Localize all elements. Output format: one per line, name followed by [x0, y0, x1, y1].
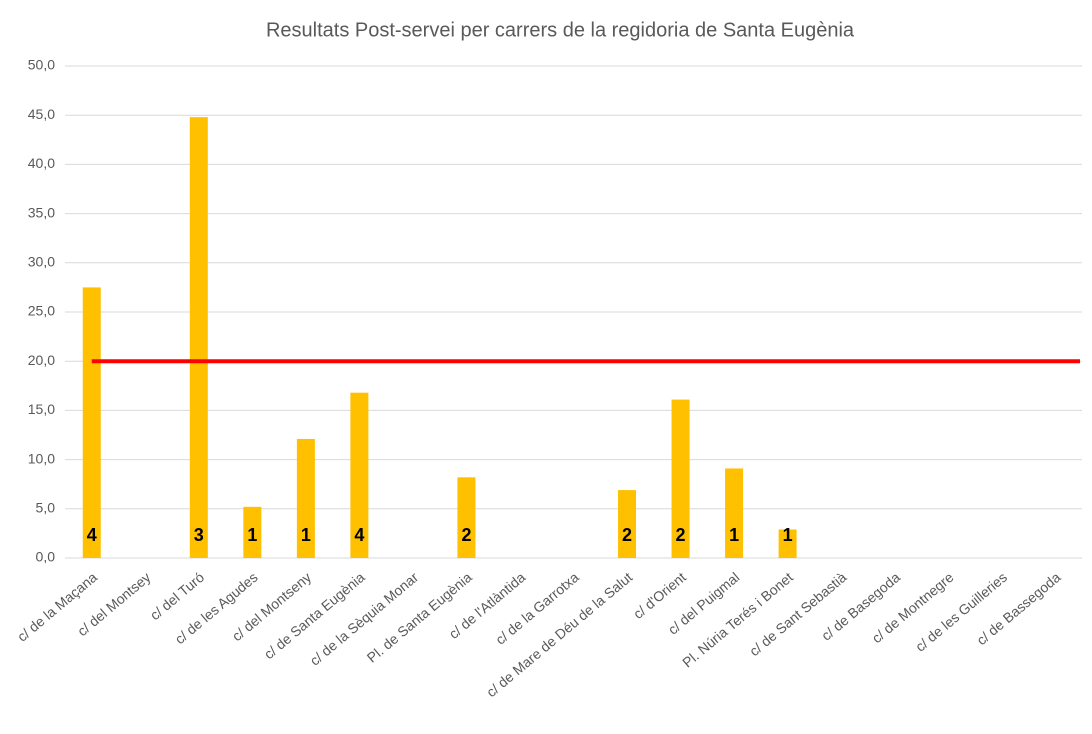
y-tick-label: 30,0: [28, 254, 55, 270]
chart-title: Resultats Post-servei per carrers de la …: [266, 19, 855, 41]
y-tick-label: 40,0: [28, 155, 55, 171]
x-tick-label: Pl. de Santa Eugènia: [364, 569, 475, 666]
bar: [243, 506, 262, 558]
x-tick-label: c/ de Santa Eugènia: [261, 569, 368, 662]
bar-label: 1: [301, 525, 311, 545]
bar-label: 2: [461, 525, 471, 545]
bar: [457, 477, 476, 558]
bar-label: 1: [729, 525, 739, 545]
y-tick-label: 25,0: [28, 303, 55, 319]
bar: [671, 399, 690, 558]
y-tick-label: 45,0: [28, 106, 55, 122]
y-tick-label: 35,0: [28, 204, 55, 220]
bar-label: 1: [783, 525, 793, 545]
y-tick-label: 50,0: [28, 57, 55, 73]
y-tick-label: 10,0: [28, 450, 55, 466]
y-tick-label: 20,0: [28, 352, 55, 368]
bar: [618, 490, 637, 558]
x-tick-label: c/ de les Guilleries: [912, 569, 1010, 655]
bar: [189, 117, 208, 558]
bar-label: 2: [622, 525, 632, 545]
bar-label: 1: [247, 525, 257, 545]
bar-label: 4: [87, 525, 97, 545]
bar-label: 2: [676, 525, 686, 545]
bar-label: 4: [354, 525, 364, 545]
bar: [350, 392, 369, 558]
y-tick-label: 5,0: [36, 500, 56, 516]
bar: [296, 438, 315, 558]
bar: [778, 529, 797, 558]
x-tick-label: c/ de Sant Sebastià: [746, 569, 849, 659]
y-tick-label: 15,0: [28, 401, 55, 417]
bar: [82, 287, 101, 558]
bar-label: 3: [194, 525, 204, 545]
bar: [725, 468, 744, 558]
y-tick-label: 0,0: [36, 549, 56, 565]
